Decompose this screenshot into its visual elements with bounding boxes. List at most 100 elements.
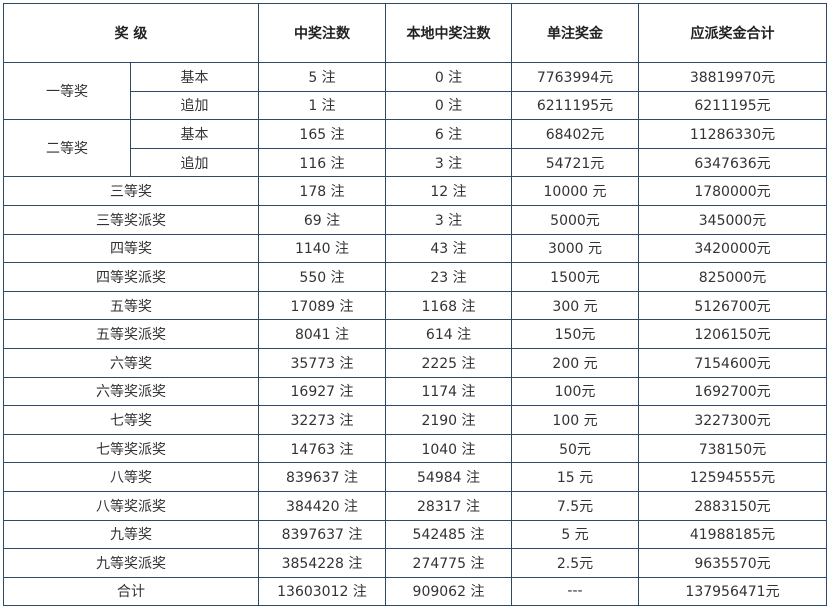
total-cell: 38819970元 — [638, 62, 827, 92]
local-cell: 12 注 — [385, 176, 512, 206]
sub-level-cell: 基本 — [130, 62, 259, 92]
local-cell: 3 注 — [385, 147, 512, 178]
level-cell: 九等奖 — [3, 519, 259, 550]
local-cell: 909062 注 — [385, 576, 512, 607]
local-cell: 23 注 — [385, 262, 512, 292]
total-cell: 2883150元 — [638, 490, 827, 521]
table-row: 三等奖 178 注 12 注 10000 元 1780000元 — [3, 176, 827, 206]
local-cell: 43 注 — [385, 233, 512, 264]
header-cell: 单注奖金 — [511, 3, 639, 63]
prize-cell: --- — [511, 576, 639, 607]
header-cell: 奖 级 — [3, 3, 259, 63]
count-cell: 32273 注 — [258, 405, 386, 435]
table-row: 四等奖 1140 注 43 注 3000 元 3420000元 — [3, 233, 827, 264]
total-cell: 11286330元 — [638, 119, 827, 149]
header-cell: 中奖注数 — [258, 3, 386, 63]
local-cell: 54984 注 — [385, 462, 512, 492]
total-cell: 137956471元 — [638, 576, 827, 607]
total-cell: 738150元 — [638, 433, 827, 464]
prize-cell: 1500元 — [511, 262, 639, 292]
total-cell: 1206150元 — [638, 319, 827, 349]
prize-cell: 10000 元 — [511, 176, 639, 206]
level-cell: 八等奖派奖 — [3, 490, 259, 521]
count-cell: 839637 注 — [258, 462, 386, 492]
sub-level-cell: 基本 — [130, 119, 259, 149]
table-row: 九等奖派奖 3854228 注 274775 注 2.5元 9635570元 — [3, 548, 827, 578]
prize-cell: 300 元 — [511, 290, 639, 321]
local-cell: 0 注 — [385, 90, 512, 121]
table-row: 八等奖 839637 注 54984 注 15 元 12594555元 — [3, 462, 827, 492]
total-cell: 3227300元 — [638, 405, 827, 435]
level-cell: 六等奖 — [3, 347, 259, 378]
total-cell: 9635570元 — [638, 548, 827, 578]
local-cell: 1040 注 — [385, 433, 512, 464]
count-cell: 14763 注 — [258, 433, 386, 464]
total-cell: 3420000元 — [638, 233, 827, 264]
prize-cell: 7.5元 — [511, 490, 639, 521]
table-row: 合计 13603012 注 909062 注 --- 137956471元 — [3, 576, 827, 607]
count-cell: 1 注 — [258, 90, 386, 121]
level-cell: 一等奖 — [3, 61, 131, 121]
level-cell: 合计 — [3, 576, 259, 607]
prize-cell: 54721元 — [511, 147, 639, 178]
count-cell: 3854228 注 — [258, 548, 386, 578]
table-row: 五等奖 17089 注 1168 注 300 元 5126700元 — [3, 290, 827, 321]
count-cell: 16927 注 — [258, 376, 386, 407]
total-cell: 7154600元 — [638, 347, 827, 378]
level-cell: 五等奖 — [3, 290, 259, 321]
header-cell: 本地中奖注数 — [385, 3, 512, 63]
level-cell: 二等奖 — [3, 119, 131, 178]
table-row: 八等奖派奖 384420 注 28317 注 7.5元 2883150元 — [3, 490, 827, 521]
level-cell: 四等奖 — [3, 233, 259, 264]
total-cell: 6211195元 — [638, 90, 827, 121]
local-cell: 0 注 — [385, 62, 512, 92]
count-cell: 35773 注 — [258, 347, 386, 378]
prize-cell: 3000 元 — [511, 233, 639, 264]
local-cell: 542485 注 — [385, 519, 512, 550]
count-cell: 550 注 — [258, 262, 386, 292]
level-cell: 八等奖 — [3, 462, 259, 492]
count-cell: 8041 注 — [258, 319, 386, 349]
count-cell: 165 注 — [258, 119, 386, 149]
prize-cell: 5 元 — [511, 519, 639, 550]
prize-cell: 2.5元 — [511, 548, 639, 578]
prize-cell: 200 元 — [511, 347, 639, 378]
total-cell: 5126700元 — [638, 290, 827, 321]
count-cell: 384420 注 — [258, 490, 386, 521]
total-cell: 41988185元 — [638, 519, 827, 550]
level-cell: 三等奖 — [3, 176, 259, 206]
level-cell: 七等奖派奖 — [3, 433, 259, 464]
count-cell: 13603012 注 — [258, 576, 386, 607]
sub-level-cell: 追加 — [130, 90, 259, 121]
total-cell: 6347636元 — [638, 147, 827, 178]
level-cell: 五等奖派奖 — [3, 319, 259, 349]
prize-cell: 6211195元 — [511, 90, 639, 121]
sub-level-cell: 追加 — [130, 147, 259, 178]
prize-cell: 5000元 — [511, 204, 639, 235]
table-row: 七等奖 32273 注 2190 注 100 元 3227300元 — [3, 405, 827, 435]
count-cell: 178 注 — [258, 176, 386, 206]
table-row: 七等奖派奖 14763 注 1040 注 50元 738150元 — [3, 433, 827, 464]
total-cell: 345000元 — [638, 204, 827, 235]
level-cell: 三等奖派奖 — [3, 204, 259, 235]
local-cell: 2190 注 — [385, 405, 512, 435]
count-cell: 17089 注 — [258, 290, 386, 321]
count-cell: 69 注 — [258, 204, 386, 235]
local-cell: 1174 注 — [385, 376, 512, 407]
table-row: 六等奖派奖 16927 注 1174 注 100元 1692700元 — [3, 376, 827, 407]
count-cell: 5 注 — [258, 62, 386, 92]
prize-cell: 100 元 — [511, 405, 639, 435]
prize-cell: 68402元 — [511, 119, 639, 149]
level-cell: 七等奖 — [3, 405, 259, 435]
count-cell: 1140 注 — [258, 233, 386, 264]
local-cell: 28317 注 — [385, 490, 512, 521]
prize-cell: 50元 — [511, 433, 639, 464]
